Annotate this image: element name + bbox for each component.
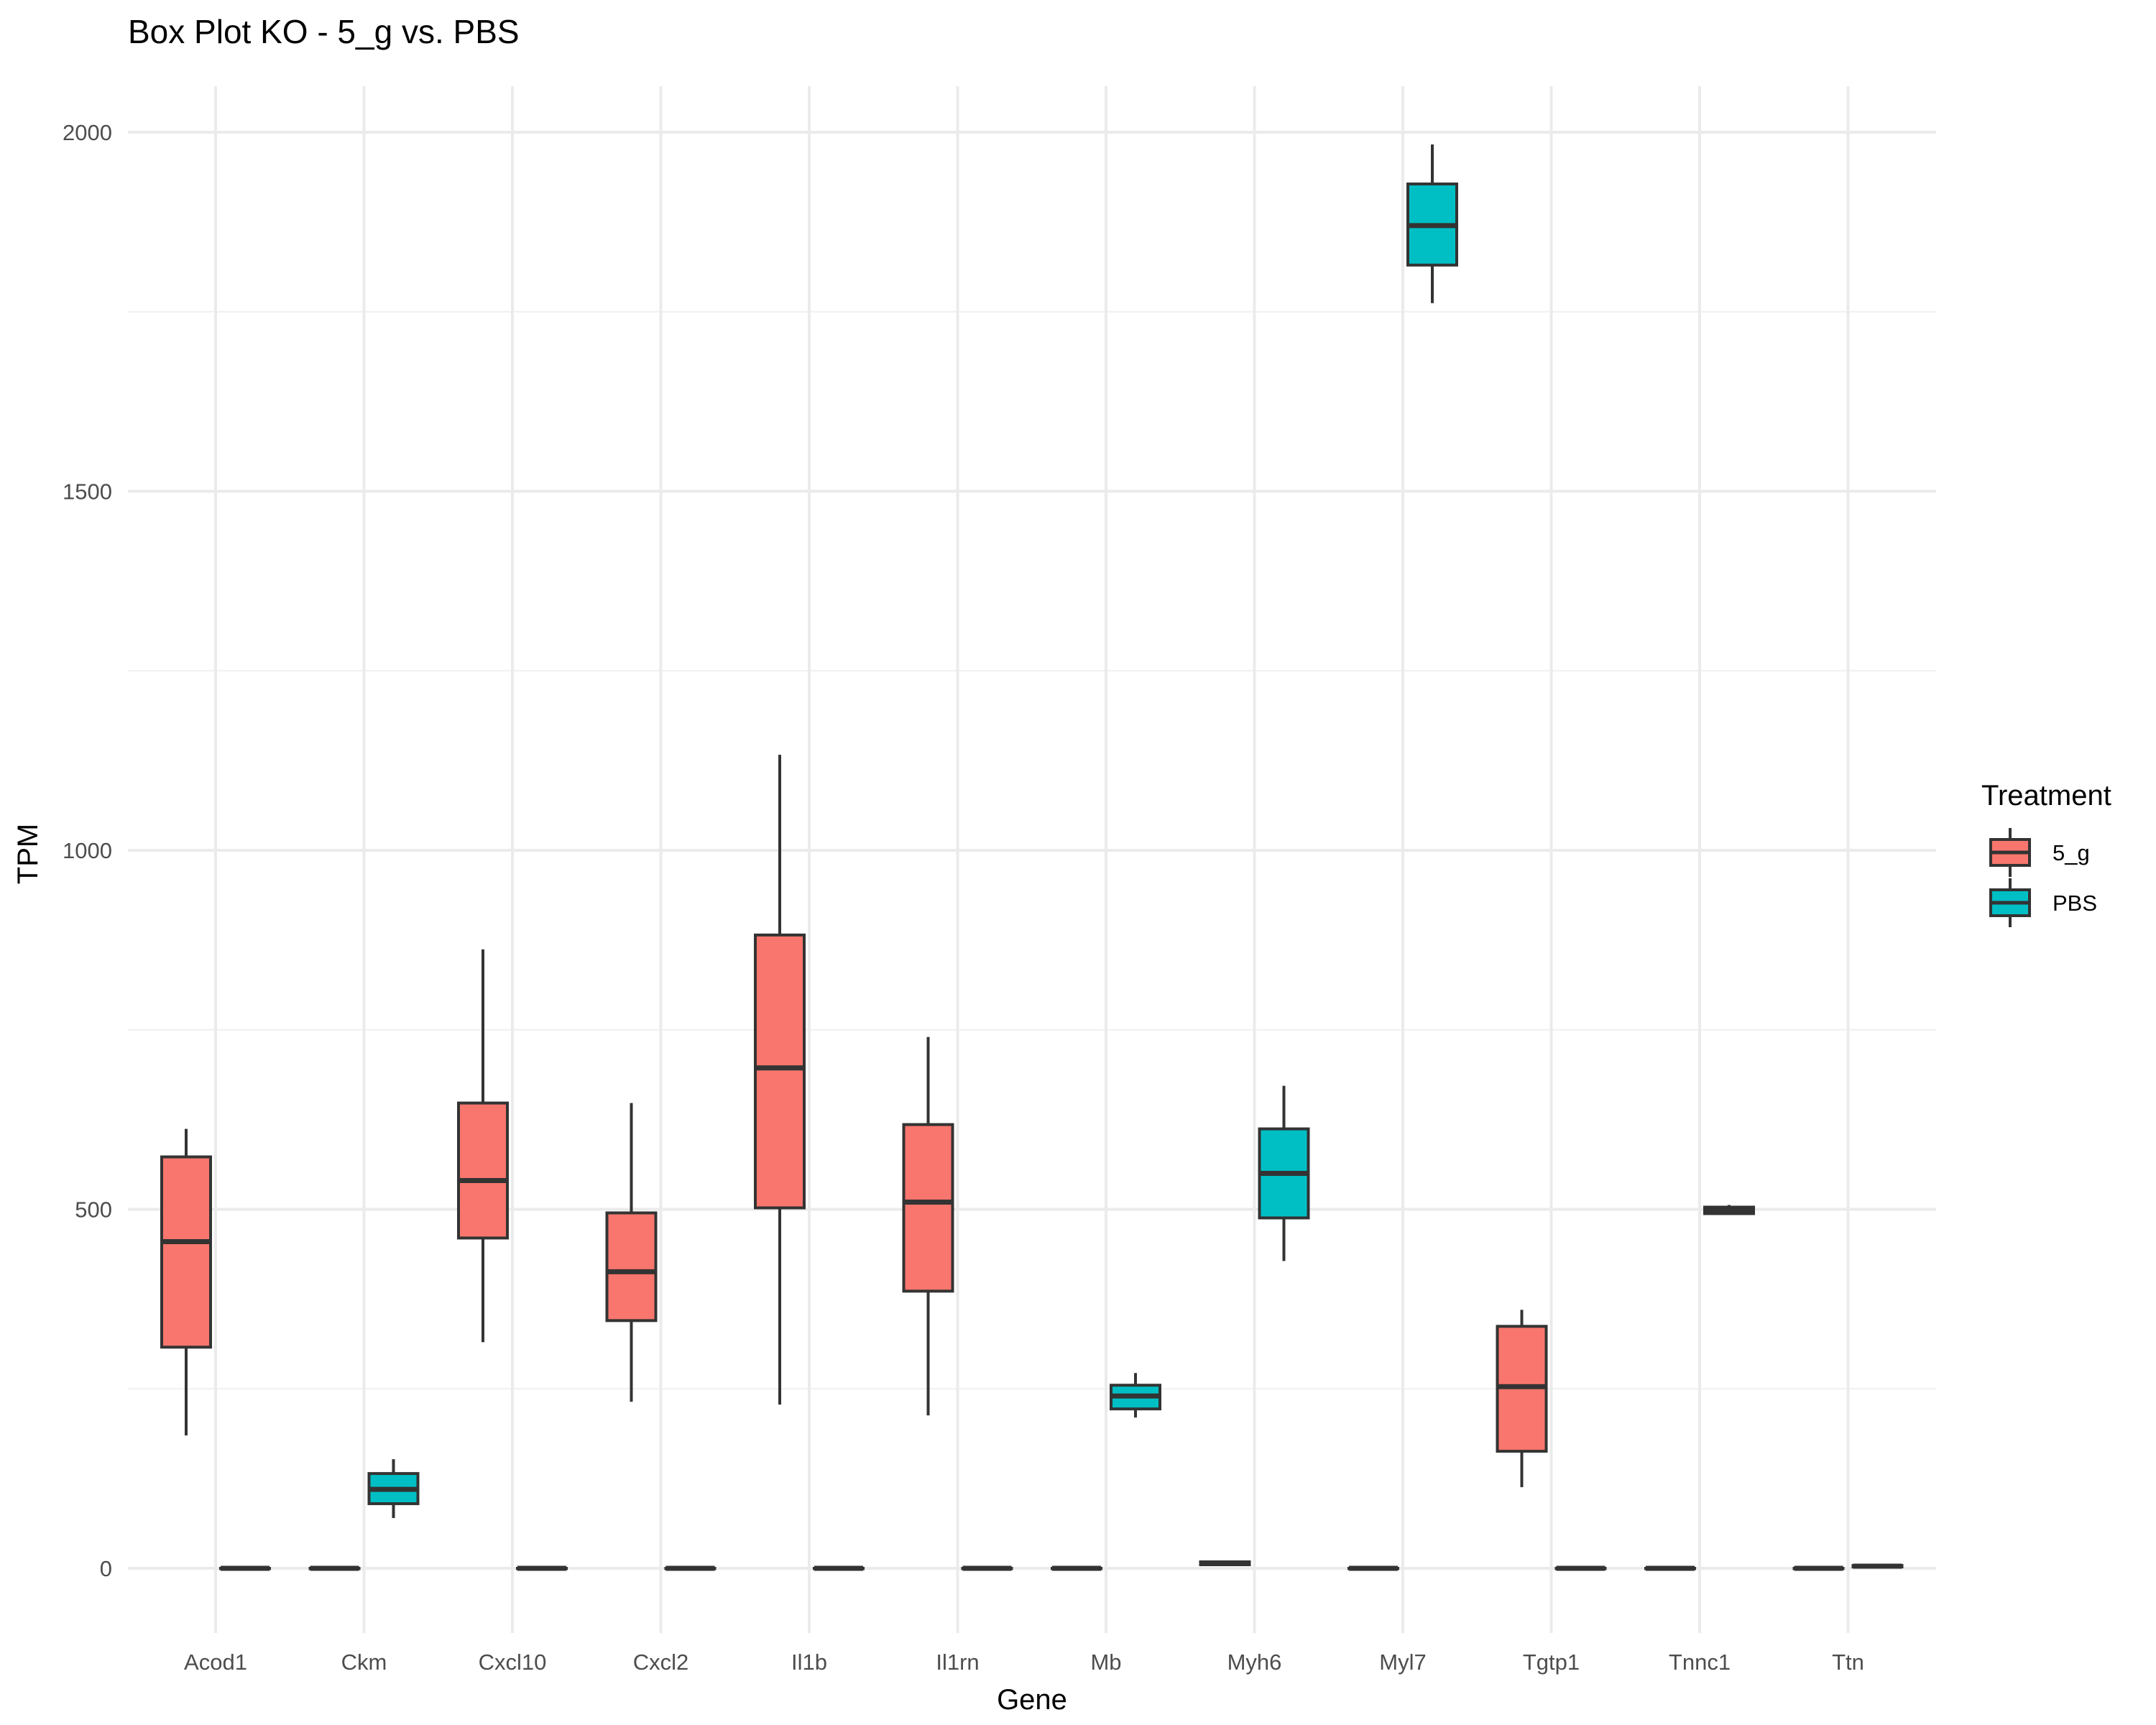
x-tick-label: Il1rn [936, 1650, 979, 1675]
box-PBS-Cxcl2 [664, 1565, 717, 1571]
box-body [754, 933, 806, 1210]
x-tick-label: Acod1 [184, 1650, 247, 1675]
y-tick-label: 2000 [63, 120, 112, 145]
y-tick-label: 0 [100, 1556, 112, 1581]
box-PBS-Cxcl10 [516, 1565, 568, 1571]
x-tick-label: Ttn [1832, 1650, 1864, 1675]
box-5_g-Il1rn [902, 1036, 954, 1416]
legend-label: PBS [2053, 891, 2097, 916]
x-tick-label: Mb [1090, 1650, 1121, 1675]
y-axis-title: TPM [12, 824, 44, 884]
box-5_g-Acod1 [160, 1128, 212, 1436]
x-tick-label: Myh6 [1227, 1650, 1282, 1675]
y-tick-label: 1000 [63, 838, 112, 863]
chart-title: Box Plot KO - 5_g vs. PBS [128, 13, 520, 50]
x-tick-label: Tnnc1 [1669, 1650, 1731, 1675]
box-PBS-Myh6 [1258, 1085, 1310, 1261]
x-tick-label: Ckm [341, 1650, 387, 1675]
box-PBS-Ttn [1851, 1563, 1904, 1569]
x-tick-label: Tgtp1 [1523, 1650, 1580, 1675]
box-layer [160, 144, 1904, 1571]
box-5_g-Tgtp1 [1496, 1310, 1548, 1488]
box-5_g-Cxcl10 [457, 949, 509, 1343]
legend-entry-5_g: 5_g [1989, 828, 2090, 877]
box-body [605, 1211, 658, 1322]
box-PBS-Il1b [813, 1565, 865, 1571]
box-5_g-Cxcl2 [605, 1103, 658, 1402]
grid-layer [128, 86, 1936, 1633]
y-tick-label: 500 [75, 1197, 112, 1223]
legend-entry-PBS: PBS [1989, 878, 2097, 927]
box-body [902, 1123, 954, 1293]
box-PBS-Il1rn [961, 1565, 1013, 1571]
x-tick-label: Il1b [791, 1650, 827, 1675]
box-5_g-Mb [1051, 1565, 1102, 1571]
x-tick-label: Cxcl2 [633, 1650, 689, 1675]
box-PBS-Tgtp1 [1554, 1565, 1607, 1571]
x-tick-label: Cxcl10 [479, 1650, 547, 1675]
box-body [457, 1101, 509, 1240]
box-PBS-Mb [1110, 1373, 1161, 1418]
box-5_g-Ckm [308, 1565, 361, 1571]
legend: Treatment 5_g PBS [1981, 780, 2111, 927]
box-PBS-Tnnc1 [1703, 1205, 1755, 1215]
x-axis-title: Gene [997, 1684, 1067, 1716]
box-5_g-Myh6 [1199, 1560, 1251, 1567]
box-5_g-Ttn [1792, 1565, 1845, 1571]
box-PBS-Myl7 [1406, 144, 1458, 303]
box-5_g-Il1b [754, 755, 806, 1405]
x-tick-label: Myl7 [1379, 1650, 1426, 1675]
label-layer: 0 500 1000 1500 2000 Acod1 Ckm Cxcl10 Cxcl2 Il1b I… [63, 120, 1864, 1675]
legend-title: Treatment [1981, 780, 2111, 811]
box-PBS-Acod1 [219, 1565, 271, 1571]
box-body [160, 1155, 212, 1349]
box-5_g-Tnnc1 [1644, 1565, 1696, 1571]
y-tick-label: 1500 [63, 479, 112, 505]
box-PBS-Ckm [367, 1459, 420, 1519]
box-5_g-Myl7 [1348, 1565, 1399, 1571]
legend-label: 5_g [2053, 840, 2090, 865]
